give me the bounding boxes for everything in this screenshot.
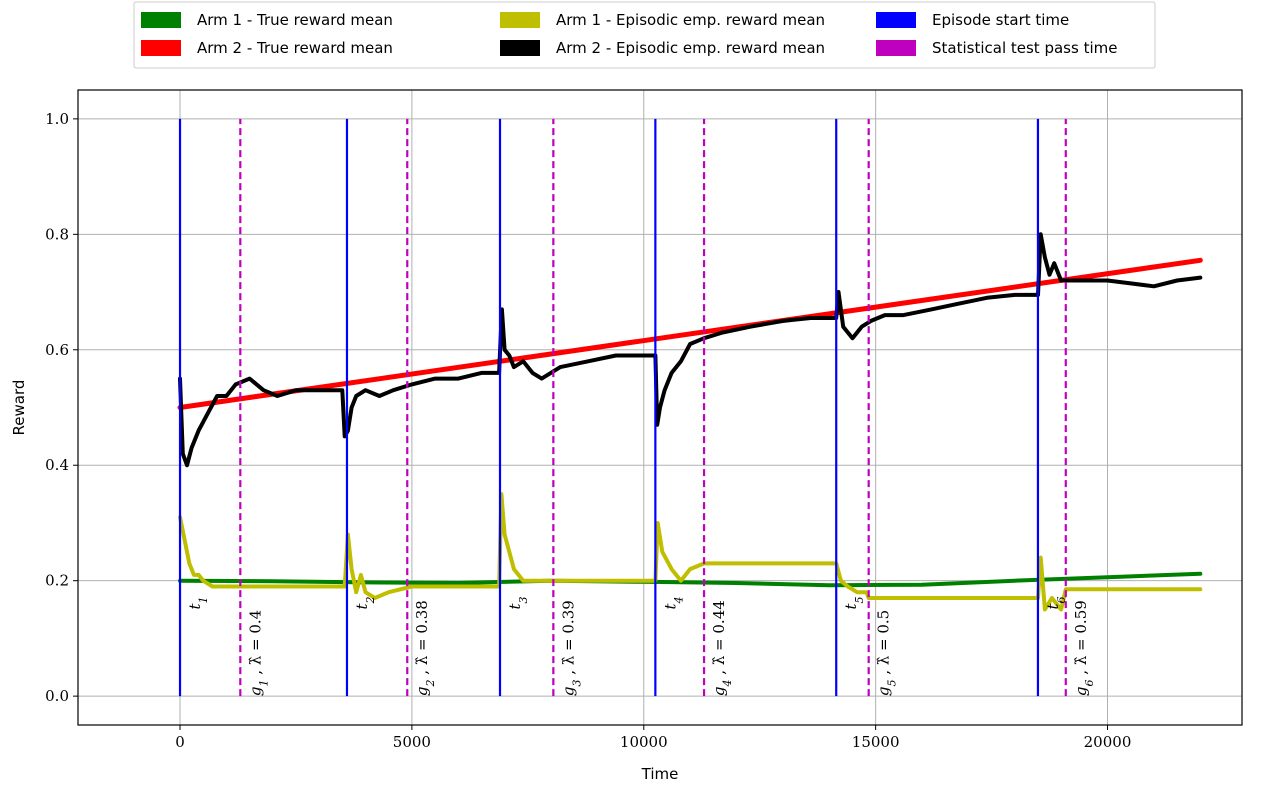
x-tick-label: 5000	[393, 733, 431, 751]
ticks: 0 5000 10000 15000 20000 0.0 0.2 0.4 0.6 0.8 1.0	[45, 110, 1131, 751]
episode-label-subscript: 1	[197, 597, 210, 604]
legend-label: Arm 2 - Episodic emp. reward mean	[556, 39, 825, 57]
test-label: g4 , λ̂ = 0.44	[710, 600, 734, 696]
test-lambda-text: , λ̂ = 0.5	[875, 610, 893, 680]
test-lambda-text: , λ̂ = 0.44	[710, 600, 728, 679]
legend-swatch	[876, 40, 916, 56]
legend-label: Arm 1 - True reward mean	[197, 11, 393, 29]
episode-label: t4	[661, 597, 685, 610]
test-label-subscript: 6	[1082, 680, 1095, 687]
episode-label: t5	[842, 597, 866, 610]
legend-swatch	[141, 40, 181, 56]
series-line	[178, 492, 1203, 612]
legend: Arm 1 - True reward mean Arm 2 - True rew…	[133, 1, 1156, 69]
test-label: g3 , λ̂ = 0.39	[559, 600, 583, 696]
legend-label: Arm 2 - True reward mean	[197, 39, 393, 57]
test-lambda-text: , λ̂ = 0.39	[559, 600, 577, 679]
y-tick-label: 0.0	[45, 687, 69, 705]
episode-label-subscript: 6	[1054, 597, 1067, 604]
episode-label-subscript: 4	[672, 597, 685, 605]
y-tick-label: 0.8	[45, 225, 69, 243]
legend-label: Statistical test pass time	[932, 39, 1117, 57]
episode-label-subscript: 3	[517, 597, 530, 604]
y-axis-label: Reward	[10, 380, 28, 436]
x-tick-label: 10000	[620, 733, 668, 751]
test-lambda-text: , λ̂ = 0.38	[413, 600, 431, 679]
legend-label: Arm 1 - Episodic emp. reward mean	[556, 11, 825, 29]
x-axis-label: Time	[641, 765, 679, 783]
x-tick-label: 20000	[1084, 733, 1132, 751]
series-line	[177, 257, 1203, 410]
legend-swatch	[500, 12, 540, 28]
legend-swatch	[141, 12, 181, 28]
test-label-subscript: 2	[424, 680, 437, 688]
test-label: g1 , λ̂ = 0.4	[246, 610, 270, 696]
test-label-subscript: 4	[721, 680, 734, 688]
episode-label-subscript: 2	[363, 597, 376, 605]
legend-label: Episode start time	[932, 11, 1069, 29]
episode-label: t1	[186, 597, 210, 610]
x-tick-label: 0	[175, 733, 185, 751]
legend-swatch	[500, 40, 540, 56]
series-layer	[177, 232, 1203, 612]
legend-swatch	[876, 12, 916, 28]
test-label: g2 , λ̂ = 0.38	[413, 600, 437, 696]
test-label-subscript: 1	[257, 680, 270, 687]
episode-label: t3	[506, 597, 530, 610]
test-lambda-text: , λ̂ = 0.4	[246, 610, 264, 680]
y-tick-label: 0.6	[45, 341, 69, 359]
y-tick-label: 1.0	[45, 110, 69, 128]
episode-label: t2	[353, 597, 377, 610]
y-tick-label: 0.2	[45, 572, 69, 590]
test-label-subscript: 5	[885, 680, 898, 687]
vertical-markers	[178, 118, 1067, 697]
test-label-subscript: 3	[570, 680, 583, 687]
episode-label-subscript: 5	[853, 597, 866, 604]
test-label: g5 , λ̂ = 0.5	[875, 610, 899, 696]
plot-frame	[77, 89, 1243, 726]
series-line	[178, 571, 1203, 588]
test-lambda-text: , λ̂ = 0.59	[1072, 600, 1090, 679]
x-tick-label: 15000	[852, 733, 900, 751]
series-line	[178, 232, 1203, 468]
y-tick-label: 0.4	[45, 456, 69, 474]
test-label: g6 , λ̂ = 0.59	[1072, 600, 1096, 696]
